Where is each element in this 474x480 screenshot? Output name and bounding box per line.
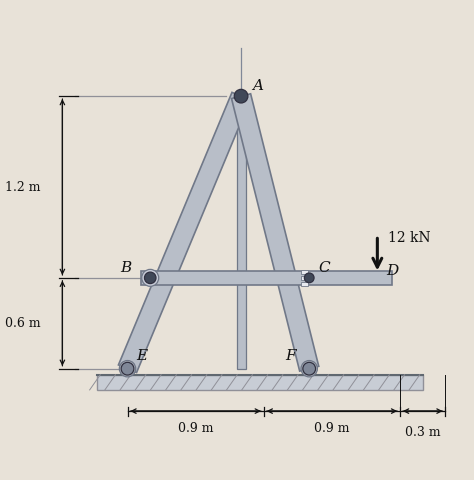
- Polygon shape: [141, 271, 392, 285]
- Polygon shape: [118, 92, 250, 372]
- Circle shape: [121, 362, 134, 375]
- Circle shape: [119, 360, 136, 377]
- Text: 0.9 m: 0.9 m: [314, 422, 350, 435]
- Text: 12 kN: 12 kN: [388, 231, 430, 245]
- Text: 0.9 m: 0.9 m: [178, 422, 213, 435]
- Circle shape: [234, 89, 248, 103]
- Text: B: B: [120, 261, 131, 275]
- Text: A: A: [252, 79, 263, 93]
- Polygon shape: [237, 96, 246, 369]
- Circle shape: [145, 272, 156, 284]
- Polygon shape: [97, 375, 423, 390]
- Polygon shape: [231, 94, 319, 371]
- Text: 1.2 m: 1.2 m: [5, 180, 41, 193]
- Circle shape: [304, 273, 314, 283]
- Circle shape: [142, 269, 159, 287]
- Text: 0.3 m: 0.3 m: [405, 426, 440, 439]
- Text: C: C: [319, 261, 330, 275]
- Polygon shape: [301, 270, 309, 274]
- Polygon shape: [301, 282, 309, 286]
- Circle shape: [301, 360, 318, 377]
- Text: E: E: [137, 348, 148, 362]
- Circle shape: [303, 362, 316, 375]
- Text: 0.6 m: 0.6 m: [5, 317, 41, 330]
- Text: F: F: [285, 348, 296, 362]
- Polygon shape: [301, 276, 309, 280]
- Text: D: D: [386, 264, 399, 278]
